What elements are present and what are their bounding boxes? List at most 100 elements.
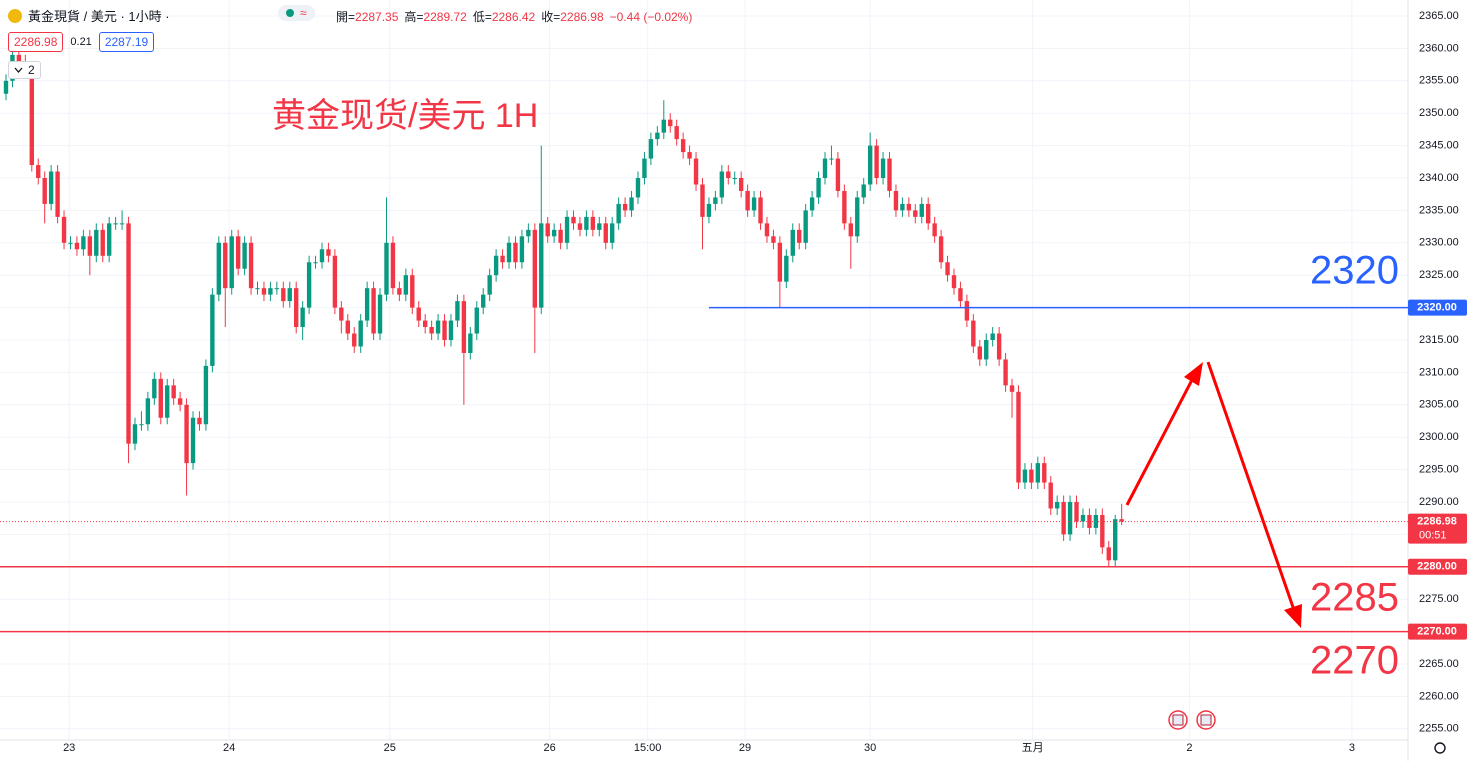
candle-body: [745, 190, 750, 211]
candle-body: [919, 203, 924, 217]
candle-body: [719, 171, 725, 198]
candle-body: [977, 346, 982, 360]
candle-body: [377, 294, 383, 334]
candle-body: [539, 223, 544, 308]
candle-body: [564, 216, 570, 243]
candle-body: [635, 178, 641, 198]
candle-body: [958, 288, 963, 302]
candle-body: [932, 223, 937, 237]
x-tick-label: 3: [1349, 742, 1355, 754]
candle-body: [693, 158, 699, 185]
candle-body: [603, 223, 608, 243]
candle-body: [468, 333, 473, 353]
status-pill[interactable]: ≈: [278, 5, 315, 21]
candle-body: [448, 320, 454, 340]
candle-body: [319, 249, 325, 263]
candle-body: [513, 242, 518, 263]
ohlc-value: 2286.98: [560, 9, 604, 24]
ohlc-label: 高=: [404, 10, 424, 24]
y-tick-label: 2355.00: [1419, 75, 1459, 87]
candle-body: [216, 242, 222, 295]
candle-body: [171, 385, 176, 399]
candle-body: [416, 307, 421, 321]
y-tick-label: 2295.00: [1419, 464, 1459, 476]
y-tick-label: 2310.00: [1419, 366, 1459, 378]
badge: ≈: [300, 6, 307, 20]
candle-body: [132, 424, 138, 444]
level-tag: [1408, 558, 1467, 575]
candle-body: [880, 158, 886, 179]
candle-body: [1067, 501, 1073, 535]
candle-body: [1003, 359, 1008, 386]
candle-body: [74, 242, 80, 250]
x-tick-label: 五月: [1022, 742, 1044, 754]
ohlc-label: 開=: [336, 10, 356, 24]
candle-body: [648, 139, 654, 159]
candle-body: [255, 288, 260, 290]
candle-body: [281, 288, 286, 302]
ohlc-value: 2287.35: [355, 9, 399, 24]
candle-body: [442, 320, 447, 340]
indicator-toggle[interactable]: 2: [8, 61, 41, 79]
level-tag: [1408, 623, 1467, 640]
candle-body: [545, 223, 550, 237]
candle-body: [29, 67, 34, 166]
candle-body: [1061, 501, 1066, 535]
candle-body: [964, 301, 970, 321]
candle-body: [397, 288, 402, 295]
candle-body: [887, 158, 892, 191]
annotation: 2285: [1310, 576, 1399, 620]
candle-body: [700, 184, 705, 217]
bid[interactable]: 2286.98: [8, 32, 64, 52]
candle-body: [487, 275, 492, 295]
candle-body: [223, 242, 228, 289]
ask[interactable]: 2287.19: [98, 32, 155, 52]
candle-body: [352, 333, 357, 347]
candle-body: [229, 236, 234, 289]
candle-body: [913, 210, 918, 217]
candle-body: [1113, 519, 1118, 561]
indicator-count: 2: [28, 63, 35, 77]
candle-body: [1106, 547, 1111, 561]
level-tag-label: 2320.00: [1417, 302, 1457, 314]
y-tick-label: 2260.00: [1419, 690, 1459, 702]
y-tick-label: 2365.00: [1419, 10, 1459, 22]
candle-body: [1100, 514, 1105, 548]
candle-body: [584, 216, 589, 230]
settings-icon[interactable]: [1434, 742, 1446, 754]
candle-body: [113, 223, 118, 225]
candle-body: [938, 236, 944, 263]
y-tick-label: 2255.00: [1419, 723, 1459, 735]
candle-body: [655, 132, 660, 140]
candle-body: [874, 145, 879, 179]
annotation: 黄金现货/美元 1H: [272, 97, 538, 135]
candle-body: [809, 197, 815, 211]
symbol[interactable]: 黃金現貨 / 美元 · 1小時 ·: [28, 9, 170, 24]
level-tag-label: 2270.00: [1417, 625, 1457, 637]
candle-body: [55, 171, 60, 217]
candle-body: [855, 197, 860, 237]
candle-body: [61, 216, 67, 243]
candle-body: [48, 171, 54, 204]
y-tick-label: 2315.00: [1419, 334, 1459, 346]
arrow: [1206, 361, 1296, 611]
candle-body: [371, 288, 376, 334]
candle-body: [106, 223, 112, 256]
candle-body: [519, 236, 525, 263]
candle-body: [790, 229, 795, 256]
candle-body: [777, 242, 783, 282]
candle-body: [429, 327, 434, 334]
candle-body: [526, 229, 531, 237]
candle-body: [551, 229, 557, 237]
candle-body: [410, 275, 415, 308]
candle-body: [42, 178, 47, 204]
candle-body: [680, 139, 686, 153]
candle-body: [642, 158, 647, 179]
annotation: 2270: [1310, 639, 1399, 683]
symbol-icon: [8, 8, 22, 23]
candle-body: [100, 229, 105, 256]
y-tick-label: 2350.00: [1419, 107, 1459, 119]
level-tag-label: 2280.00: [1417, 561, 1457, 573]
